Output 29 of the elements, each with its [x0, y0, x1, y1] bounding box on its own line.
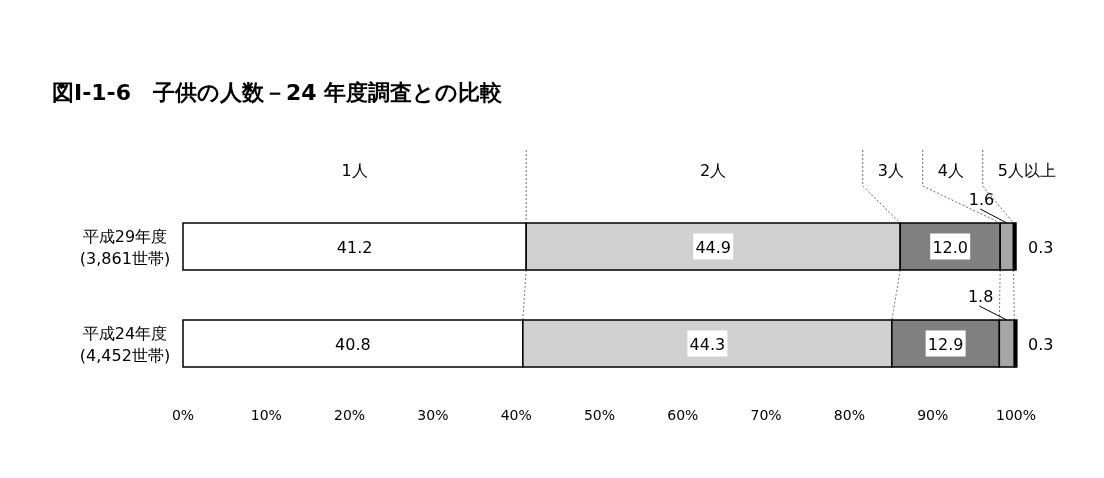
- data-label: 44.9: [695, 237, 732, 257]
- data-label: 41.2: [336, 237, 373, 257]
- x-tick-label: 60%: [667, 407, 699, 423]
- text: 4人: [937, 161, 964, 180]
- x-tick-label: 30%: [417, 407, 449, 423]
- x-tick-label: 20%: [334, 407, 366, 423]
- x-tick-label: 10%: [250, 407, 282, 423]
- x-tick-label: 40%: [500, 407, 532, 423]
- data-label: 1.6: [968, 190, 995, 209]
- data-label: 44.3: [689, 334, 726, 354]
- data-label: 1.8: [967, 287, 994, 306]
- y-tick-label: 平成24年度 (4,452世帯): [79, 323, 171, 365]
- x-tick-label: 80%: [833, 407, 865, 423]
- data-label: 0.3: [1028, 237, 1054, 257]
- text: 2人: [700, 161, 727, 180]
- x-tick-label: 90%: [917, 407, 949, 423]
- x-tick-label: 50%: [583, 407, 616, 423]
- data-label: 12.9: [927, 334, 964, 354]
- text: 5人以上: [997, 161, 1056, 180]
- chart-title: 図Ⅰ-1-6 子供の人数－24 年度調査との比較: [52, 80, 504, 105]
- text: 3人: [877, 161, 904, 180]
- y-tick-label: 平成29年度 (3,861世帯): [79, 226, 171, 268]
- data-label: 40.8: [335, 334, 371, 354]
- x-tick-label: 0%: [171, 407, 195, 423]
- text: 1人: [341, 161, 368, 180]
- x-tick-label: 100%: [995, 407, 1037, 423]
- data-label: 0.3: [1028, 334, 1054, 354]
- data-label: 12.0: [932, 237, 969, 257]
- x-tick-label: 70%: [750, 407, 782, 423]
